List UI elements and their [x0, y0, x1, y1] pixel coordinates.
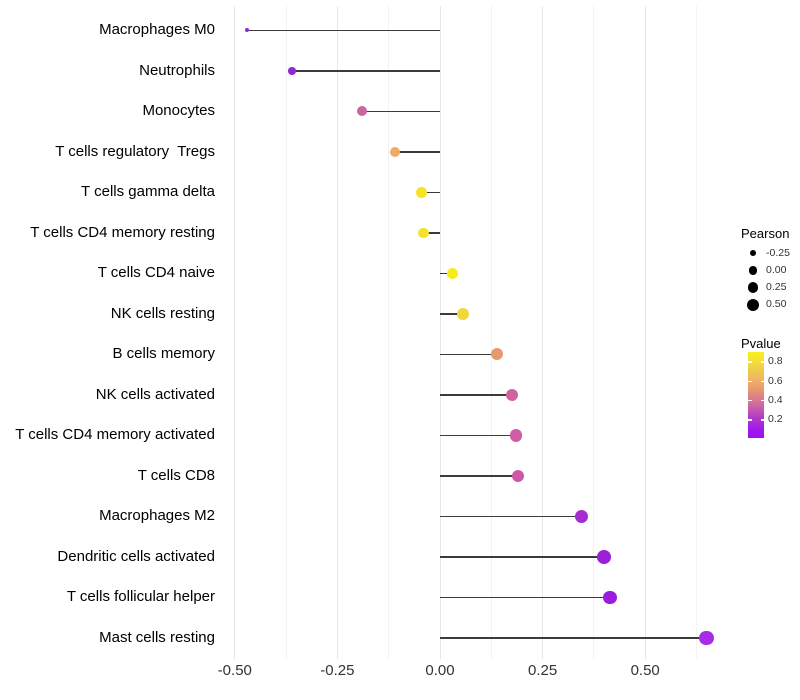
legend-pearson-dot	[749, 249, 757, 257]
lollipop-stem	[421, 191, 440, 194]
lollipop-stem	[423, 232, 440, 234]
gridline-minor	[490, 6, 492, 659]
pvalue-gradient-bar	[748, 352, 764, 438]
lollipop-stem	[440, 596, 611, 599]
legend-pearson-item-label: -0.25	[766, 246, 790, 259]
data-point-dot	[511, 469, 525, 483]
pvalue-bar-tick-right	[760, 399, 764, 402]
data-point-dot	[491, 348, 504, 361]
data-point-dot	[416, 187, 427, 198]
lollipop-stem	[440, 556, 605, 558]
pvalue-bar-tick-left	[748, 361, 752, 363]
lollipop-stem	[440, 353, 498, 356]
x-axis-tick-label: 0.25	[527, 662, 558, 679]
legend-pvalue-title: Pvalue	[741, 336, 781, 351]
lollipop-stem	[440, 394, 512, 396]
lollipop-stem	[247, 29, 440, 32]
data-point-dot	[357, 106, 368, 117]
lollipop-stem	[440, 272, 453, 275]
legend-pearson-item-label: 0.50	[766, 298, 787, 311]
legend-pvalue-tick-label: 0.8	[768, 355, 783, 368]
data-point-dot	[418, 227, 429, 239]
legend-pearson-title: Pearson	[741, 226, 790, 241]
data-point-dot	[574, 509, 589, 523]
lollipop-stem	[394, 151, 440, 153]
y-axis-category-label: T cells CD4 naive	[97, 264, 215, 282]
gridline-major	[234, 6, 236, 659]
gridline-major	[336, 6, 338, 659]
gridline-major	[644, 6, 646, 659]
data-point-dot	[288, 67, 297, 75]
gridline-minor	[388, 6, 390, 659]
x-axis-tick-label: 0.50	[630, 662, 660, 679]
data-point-dot	[389, 146, 401, 158]
x-axis-tick-label: 0.00	[425, 662, 455, 679]
y-axis-category-label: T cells CD4 memory resting	[30, 223, 215, 241]
y-axis-category-label: T cells gamma delta	[81, 183, 215, 201]
gridline-major	[542, 6, 544, 659]
lollipop-stem	[292, 70, 440, 72]
gridline-minor	[285, 6, 287, 659]
y-axis-category-label: T cells follicular helper	[66, 588, 215, 606]
y-axis-category-label: NK cells resting	[110, 304, 215, 322]
y-axis-category-label: Mast cells resting	[99, 628, 215, 646]
data-point-dot	[603, 590, 618, 605]
gridline-minor	[696, 6, 697, 659]
legend-pvalue-tick-label: 0.2	[768, 413, 783, 426]
pvalue-bar-tick-right	[760, 419, 764, 421]
pvalue-bar-tick-left	[748, 419, 752, 421]
legend-pvalue-tick-label: 0.4	[768, 394, 783, 407]
y-axis-category-label: Macrophages M2	[99, 507, 215, 525]
lollipop-stem	[440, 475, 518, 477]
pvalue-bar-tick-left	[748, 399, 752, 402]
legend-pvalue-tick-label: 0.6	[768, 375, 783, 388]
data-point-dot	[509, 429, 523, 442]
legend-pearson-dot	[748, 266, 758, 275]
data-point-dot	[699, 630, 715, 646]
y-axis-category-label: NK cells activated	[95, 385, 215, 403]
data-point-dot	[457, 307, 470, 320]
legend-pearson-item-label: 0.25	[766, 281, 787, 294]
pvalue-bar-tick-right	[760, 380, 764, 383]
y-axis-category-label: Monocytes	[142, 102, 215, 120]
lollipop-stem	[440, 434, 516, 437]
data-point-dot	[244, 28, 250, 33]
lollipop-stem	[440, 313, 464, 315]
x-axis-tick-label: -0.50	[217, 662, 252, 679]
x-axis-tick-label: -0.25	[320, 662, 355, 679]
y-axis-category-label: Dendritic cells activated	[57, 547, 215, 565]
legend-pearson-dot	[747, 282, 759, 293]
y-axis-category-label: B cells memory	[112, 345, 215, 363]
lollipop-stem	[362, 110, 440, 113]
data-point-dot	[505, 388, 518, 402]
y-axis-category-label: T cells regulatory Tregs	[55, 142, 215, 160]
y-axis-category-label: Macrophages M0	[99, 21, 215, 39]
gridline-major	[439, 6, 441, 659]
legend-pearson-item-label: 0.00	[766, 263, 787, 276]
lollipop-stem	[440, 637, 707, 639]
pvalue-bar-tick-left	[748, 380, 752, 383]
lollipop-stem	[440, 515, 582, 518]
data-point-dot	[597, 550, 612, 564]
legend-pearson-dot	[746, 298, 760, 311]
y-axis-category-label: Neutrophils	[139, 61, 215, 79]
pvalue-bar-tick-right	[760, 361, 764, 363]
y-axis-category-label: T cells CD4 memory activated	[15, 426, 215, 444]
y-axis-category-label: T cells CD8	[137, 466, 215, 484]
data-point-dot	[446, 267, 458, 279]
gridline-minor	[593, 6, 595, 659]
